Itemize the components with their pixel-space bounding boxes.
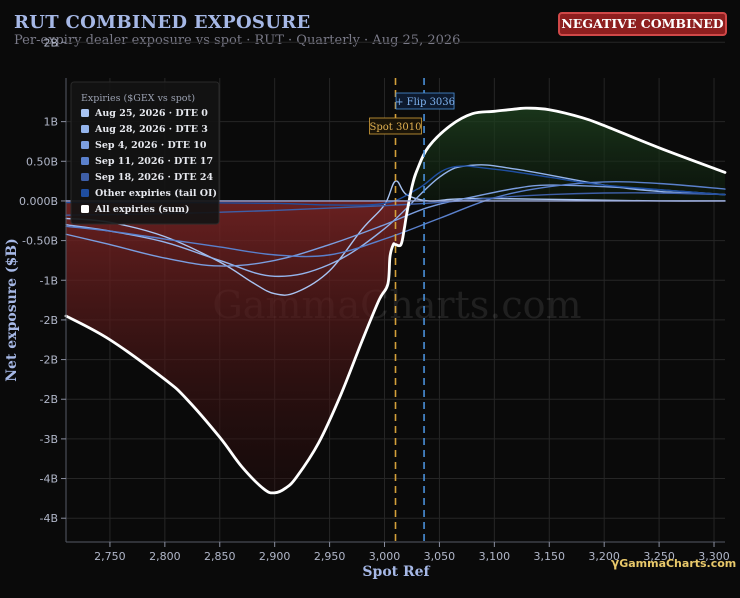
legend-entry: Aug 28, 2026 · DTE 3 xyxy=(94,124,208,135)
axes: 2,750 2,800 2,850 2,900 2,950 3,000 3,050 3,100… xyxy=(19,36,730,563)
positive-area xyxy=(409,108,725,201)
negative-area xyxy=(66,200,410,493)
y-tick-label: 0.000B xyxy=(19,195,58,208)
legend-swatch xyxy=(81,141,89,149)
series-line-6 xyxy=(64,106,727,495)
series-line-2 xyxy=(65,184,726,267)
legend-entry: Sep 4, 2026 · DTE 10 xyxy=(95,140,207,151)
series-line-3 xyxy=(65,181,726,258)
legend-title: Expiries ($GEX vs spot) xyxy=(81,93,195,104)
x-tick-label: 3,200 xyxy=(588,550,620,563)
legend-swatch xyxy=(81,205,89,213)
legend: Expiries ($GEX vs spot) Aug 25, 2026 · DT… xyxy=(70,81,220,225)
x-tick-label: 2,850 xyxy=(204,550,236,563)
status-badge: NEGATIVE COMBINED xyxy=(558,12,727,36)
legend-swatch xyxy=(81,109,89,117)
brand-text: GammaCharts.com xyxy=(619,557,737,570)
x-tick-label: 3,100 xyxy=(479,550,511,563)
legend-entry: Aug 25, 2026 · DTE 0 xyxy=(94,108,208,119)
y-tick-label: -2B xyxy=(39,354,58,367)
area-fills xyxy=(66,108,725,493)
y-tick-label: 0.50B xyxy=(26,155,58,168)
legend-entry: Sep 11, 2026 · DTE 17 xyxy=(95,156,213,167)
legend-swatch xyxy=(81,157,89,165)
legend-box xyxy=(70,81,220,225)
series-line-0 xyxy=(65,180,726,296)
flip-label: + Flip 3036 xyxy=(395,97,455,108)
x-tick-label: 2,750 xyxy=(94,550,126,563)
x-tick-label: 3,000 xyxy=(369,550,401,563)
legend-entry: Sep 18, 2026 · DTE 24 xyxy=(95,172,214,183)
legend-entry: All expiries (sum) xyxy=(94,204,189,215)
y-tick-label: -2B xyxy=(39,314,58,327)
y-tick-label: -4B xyxy=(39,512,58,525)
series-lines xyxy=(64,106,727,495)
y-axis-label: Net exposure ($B) xyxy=(4,238,20,381)
page-subtitle: Per-expiry dealer exposure vs spot · RUT… xyxy=(14,33,461,48)
legend-swatch xyxy=(81,189,89,197)
x-tick-label: 2,950 xyxy=(314,550,346,563)
spot-label: Spot 3010 xyxy=(370,122,422,133)
y-tick-label: -2B xyxy=(39,393,58,406)
x-tick-label: 3,300 xyxy=(698,550,730,563)
legend-entry: Other expiries (tail OI) xyxy=(95,188,217,199)
brand-logo: γGammaCharts.com xyxy=(611,556,736,570)
flip-label-box xyxy=(395,92,455,110)
legend-swatch xyxy=(81,125,89,133)
x-tick-label: 2,900 xyxy=(259,550,291,563)
gamma-icon: γ xyxy=(611,556,620,570)
spot-label-box xyxy=(369,117,422,135)
x-tick-label: 3,150 xyxy=(534,550,566,563)
y-tick-label: -4B xyxy=(39,473,58,486)
y-tick-label: -3B xyxy=(39,433,58,446)
y-tick-label: 2B xyxy=(43,36,58,49)
y-tick-label: 1B xyxy=(43,116,58,129)
y-tick-label: -1B xyxy=(39,274,58,287)
x-tick-label: 3,250 xyxy=(643,550,675,563)
x-axis-label: Spot Ref xyxy=(362,564,430,580)
legend-swatch xyxy=(81,173,89,181)
page-title: RUT COMBINED EXPOSURE xyxy=(14,12,311,33)
y-tick-label: -0.50B xyxy=(22,235,58,248)
reference-lines: Spot 3010 + Flip 3036 xyxy=(369,78,455,542)
x-tick-label: 3,050 xyxy=(424,550,456,563)
x-tick-label: 2,800 xyxy=(149,550,181,563)
